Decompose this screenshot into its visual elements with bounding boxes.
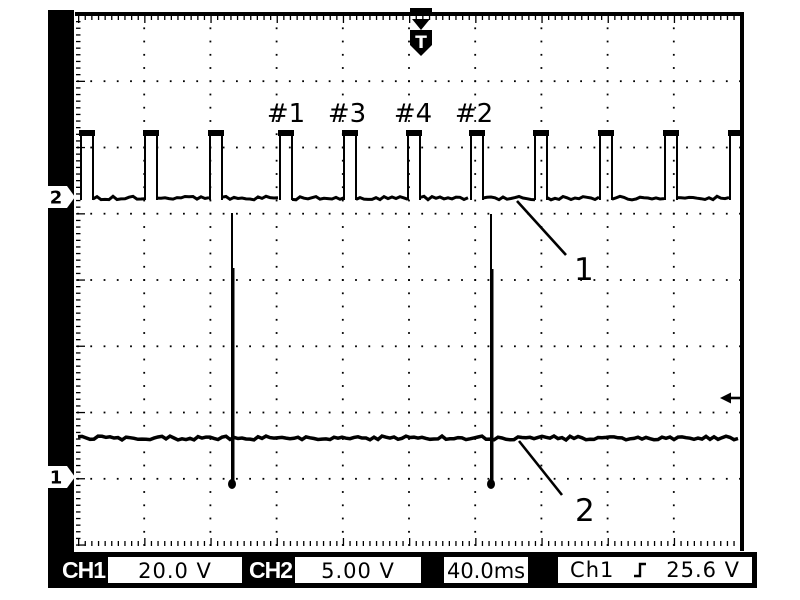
graticule-frame <box>75 12 744 551</box>
ch1-trace <box>77 213 739 489</box>
ch2-label: CH2 <box>249 556 293 583</box>
callout-label-2: 2 <box>575 493 595 529</box>
ch2-trace <box>79 130 744 202</box>
pulse-label-4: #2 <box>455 99 493 129</box>
channel-marker-1: 1 <box>47 466 75 489</box>
callout-1: 1 <box>516 200 594 288</box>
trigger-source: Ch1 <box>570 558 615 582</box>
left-bezel-strip <box>48 10 74 552</box>
ch2-scale-value: 5.00 V <box>321 559 395 583</box>
ch2-scale-readout: 5.00 V <box>294 556 423 584</box>
graticule-grid <box>77 14 741 546</box>
ch1-scale-value: 20.0 V <box>138 559 212 583</box>
ch1-scale-readout: 20.0 V <box>107 556 244 584</box>
pulse-labels: #1 #3 #4 #2 <box>267 99 493 129</box>
trigger-level: 25.6 V <box>666 558 741 582</box>
channel-marker-label-2: 2 <box>50 188 63 209</box>
scope-display: #1 #3 #4 #2 1 2 T 2 1 <box>47 8 744 552</box>
timebase-readout: 40.0ms <box>443 556 530 584</box>
trigger-readout: Ch1 25.6 V <box>557 556 754 584</box>
rising-edge-icon <box>633 562 646 578</box>
timebase-value: 40.0ms <box>446 559 526 583</box>
channel-marker-label-1: 1 <box>50 468 63 489</box>
ch1-label: CH1 <box>62 556 106 583</box>
pulse-label-1: #1 <box>267 99 305 129</box>
trigger-marker-letter: T <box>415 33 427 53</box>
callout-2: 2 <box>517 440 595 529</box>
statusbar: CH1 20.0 V CH2 5.00 V 40.0ms Ch1 25.6 V <box>48 552 757 588</box>
pulse-label-3: #4 <box>394 99 432 129</box>
trigger-position-marker: T <box>410 8 432 56</box>
trigger-level-arrow <box>720 392 743 404</box>
channel-marker-2: 2 <box>47 186 75 209</box>
pulse-label-2: #3 <box>328 99 366 129</box>
callout-label-1: 1 <box>574 252 594 288</box>
